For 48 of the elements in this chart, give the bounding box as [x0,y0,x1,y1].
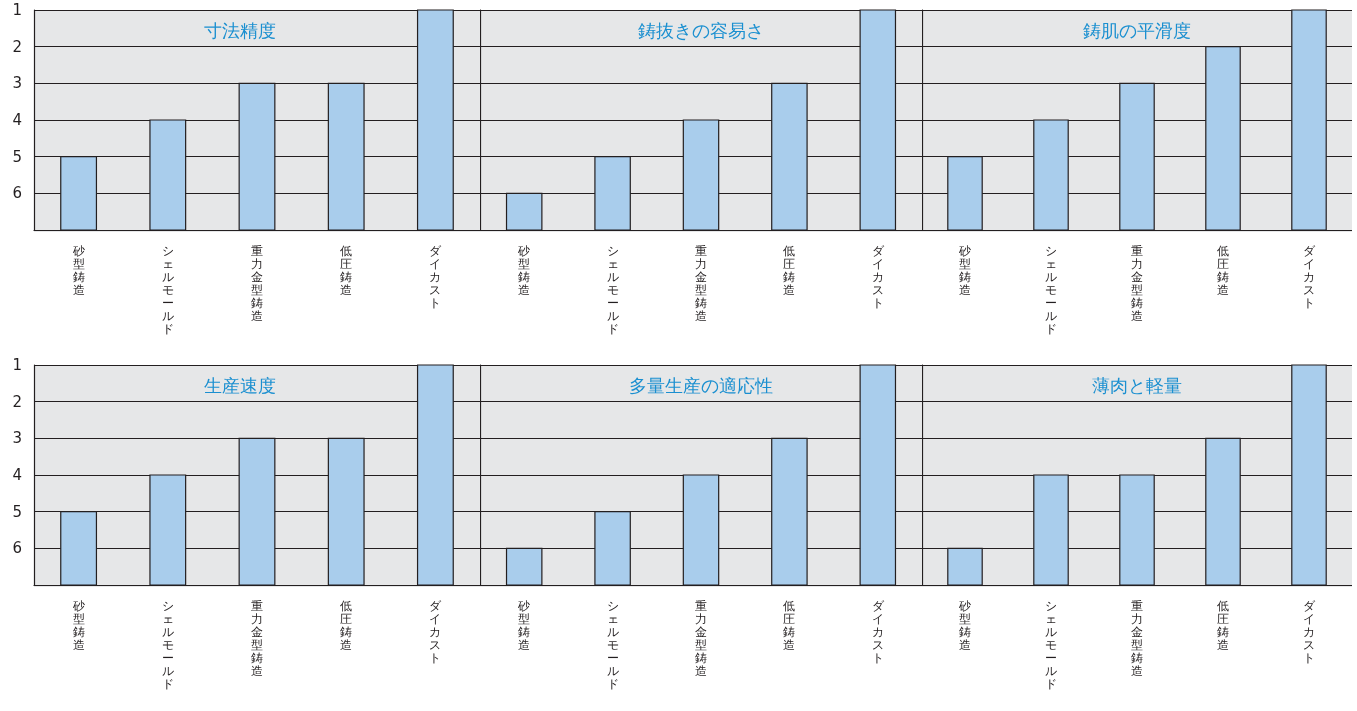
x-tick-label: 砂型鋳造 [517,243,531,297]
y-tick-label: 4 [12,466,22,484]
y-tick-label: 3 [12,429,22,448]
y-tick-label: 5 [12,147,22,166]
x-tick-label: ダイカスト [1303,598,1316,665]
text: 多量生産の適応性 [629,374,773,396]
x-tick-label: 低圧鋳造 [783,243,796,297]
x-tick-label: ダイカスト [429,243,443,310]
x-tick-label: シェルモールド [1045,243,1057,336]
x-tick-label: 砂型鋳造 [958,243,971,297]
x-tick-label: ダイカスト [1303,243,1316,310]
x-tick-label: ダイカスト [871,598,885,665]
y-tick-label: 1 [12,1,22,19]
y-tick-label: 1 [12,356,22,374]
x-tick-label: 低圧鋳造 [1217,598,1229,652]
y-tick-label: 4 [12,111,22,129]
x-tick-label: ダイカスト [429,598,443,665]
y-tick-label: 6 [12,539,22,558]
text: 鋳抜きの容易さ [638,19,764,41]
x-tick-label: 重力金型鋳造 [251,243,263,323]
x-tick-label: シェルモールド [606,598,619,691]
y-tick-label: 3 [12,74,22,93]
x-tick-label: 重力金型鋳造 [251,598,263,678]
text: 薄肉と軽量 [1092,374,1182,396]
y-tick-label: 2 [12,392,22,411]
x-tick-label: シェルモールド [161,598,174,691]
y-tick-label: 2 [12,37,22,56]
x-tick-label: 砂型鋳造 [517,598,531,652]
x-tick-label: 低圧鋳造 [783,598,796,652]
text: 寸法精度 [204,19,276,41]
x-tick-label: 重力金型鋳造 [1131,598,1143,678]
x-tick-label: 砂型鋳造 [71,598,85,652]
x-tick-label: シェルモールド [1045,598,1057,691]
x-tick-label: シェルモールド [161,243,174,336]
x-tick-label: 重力金型鋳造 [695,598,707,678]
x-tick-label: 重力金型鋳造 [695,243,707,323]
text: 生産速度 [204,374,276,396]
x-tick-label: 砂型鋳造 [71,243,85,297]
x-tick-label: 砂型鋳造 [958,598,971,652]
y-tick-label: 5 [12,502,22,521]
y-tick-label: 6 [12,184,22,203]
x-tick-label: ダイカスト [871,243,885,310]
x-tick-label: 重力金型鋳造 [1131,243,1143,323]
x-tick-label: 低圧鋳造 [340,243,353,297]
x-tick-label: シェルモールド [606,243,619,336]
x-tick-label: 低圧鋳造 [1217,243,1229,297]
text: 鋳肌の平滑度 [1083,19,1191,41]
x-tick-label: 低圧鋳造 [340,598,353,652]
